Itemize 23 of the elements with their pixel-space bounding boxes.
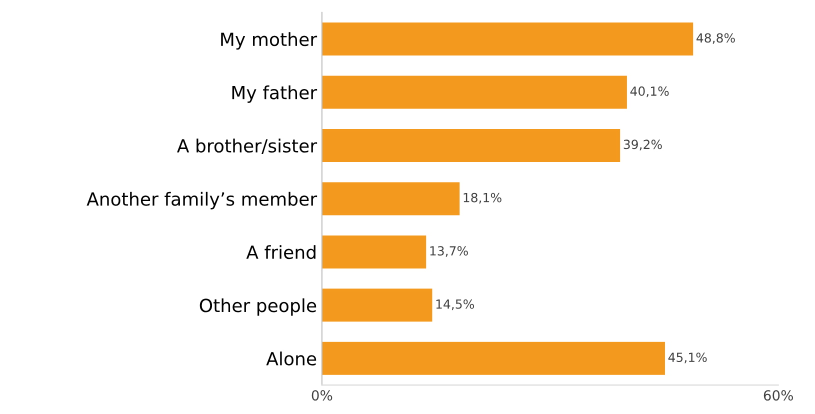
bar [322,342,665,375]
data-label: 40,1% [630,86,669,98]
bar [322,182,460,216]
bar [322,76,627,109]
bar [322,128,620,162]
y-tick-label: My father [232,85,318,103]
bar [322,288,432,322]
y-tick-label: A friend [246,245,316,260]
data-label: 39,2% [624,140,662,150]
y-tick-label: A brother/sister [177,138,318,154]
x-tick-label: 0% [312,390,332,401]
y-tick-label: Alone [266,352,316,366]
x-tick-label: 60% [764,390,793,401]
data-label: 18,1% [464,192,502,204]
bar [322,235,426,268]
y-tick-label: Other people [200,298,316,316]
y-tick-label: My mother [221,32,318,50]
data-label: 45,1% [668,352,707,364]
bar [322,22,694,56]
y-tick-label: Another family’s member [86,192,318,210]
data-label: 13,7% [430,246,468,257]
data-label: 48,8% [696,33,735,44]
data-label: 14,5% [436,299,474,310]
